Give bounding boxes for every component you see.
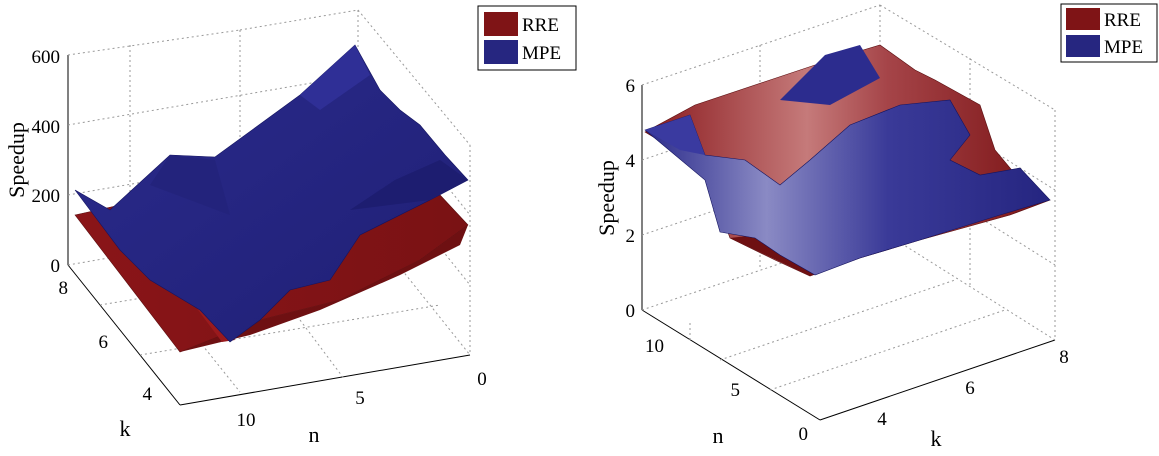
left-z-tick: 200 [32,186,61,207]
right-z-axis-label: Speedup [594,160,619,236]
left-k-tick: 4 [143,384,153,405]
right-n-ticks: 0 5 10 [645,336,808,445]
right-z-tick: 0 [626,301,636,322]
left-chart-panel: 0 200 400 600 4 6 8 0 5 10 Speedup k n R… [0,0,580,451]
right-z-tick: 6 [626,76,636,97]
left-legend-label-rre: RRE [522,15,559,36]
right-n-tick: 10 [645,336,664,357]
right-axes-box [641,85,1056,421]
left-k-axis-label: k [120,416,131,441]
right-z-ticks: 0 2 4 6 [626,76,636,322]
left-k-tick: 8 [59,278,69,299]
right-n-axis-label: n [713,423,724,448]
right-k-tick: 6 [965,378,975,399]
right-legend-swatch-rre [1066,8,1100,30]
left-z-tick: 0 [51,256,61,277]
left-n-tick: 10 [237,410,256,431]
left-axes-box [67,55,471,406]
left-legend-swatch-rre [484,12,518,36]
left-surface-chart: 0 200 400 600 4 6 8 0 5 10 Speedup k n R… [4,5,577,447]
right-z-tick: 4 [626,151,636,172]
left-z-tick: 600 [32,47,61,68]
left-mpe-surface [74,44,469,343]
left-z-ticks: 0 200 400 600 [32,47,61,277]
right-n-tick: 0 [799,424,809,445]
right-mpe-surface [644,45,1051,276]
left-n-ticks: 0 5 10 [237,369,487,431]
right-k-tick: 8 [1059,347,1069,368]
left-k-ticks: 4 6 8 [59,278,153,405]
right-z-tick: 2 [626,226,636,247]
right-legend: RRE MPE [1060,3,1158,63]
right-legend-label-mpe: MPE [1104,37,1143,58]
right-chart-panel: 0 2 4 6 0 5 10 4 6 8 Speedup n k RRE MPE [580,0,1159,451]
left-k-tick: 6 [99,332,109,353]
left-legend: RRE MPE [477,5,577,71]
left-n-tick: 0 [477,369,487,390]
left-legend-label-mpe: MPE [522,43,561,64]
right-surface-chart: 0 2 4 6 0 5 10 4 6 8 Speedup n k RRE MPE [594,3,1158,451]
left-z-tick: 400 [32,117,61,138]
right-legend-swatch-mpe [1066,35,1100,57]
right-k-ticks: 4 6 8 [877,347,1069,430]
left-z-axis-label: Speedup [4,122,29,198]
right-legend-label-rre: RRE [1104,10,1141,31]
left-n-tick: 5 [355,388,365,409]
right-k-tick: 4 [877,409,887,430]
left-legend-swatch-mpe [484,40,518,64]
left-n-axis-label: n [309,422,320,447]
right-n-tick: 5 [731,380,741,401]
right-k-axis-label: k [931,426,942,451]
